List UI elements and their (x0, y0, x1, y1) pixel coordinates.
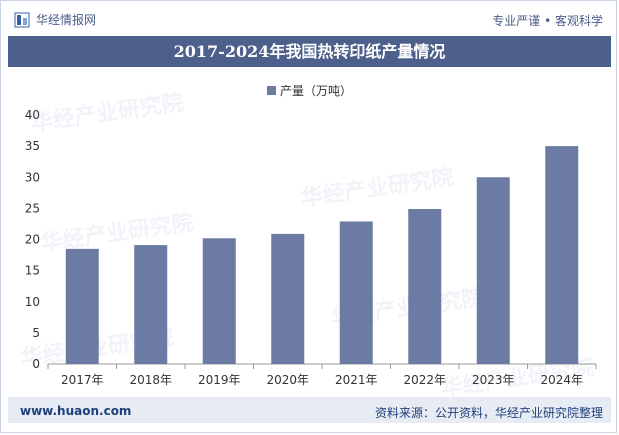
bar-2018年 (134, 245, 168, 364)
bar-2021年 (339, 221, 373, 364)
legend-label: 产量（万吨） (279, 84, 352, 98)
brand-name: 华经情报网 (36, 13, 97, 27)
y-tick-label: 10 (25, 295, 40, 309)
y-tick-label: 0 (32, 357, 40, 371)
x-tick-label: 2023年 (472, 373, 515, 387)
y-tick-label: 40 (25, 108, 40, 122)
x-tick-label: 2019年 (198, 373, 241, 387)
brand: 华经情报网 (14, 11, 96, 28)
legend[interactable]: 产量（万吨） (0, 82, 619, 99)
y-tick-label: 5 (32, 326, 40, 340)
y-tick-label: 30 (25, 170, 40, 184)
bar-2022年 (408, 208, 442, 364)
bar-2024年 (545, 146, 579, 364)
tagline: 专业严谨 • 客观科学 (492, 14, 603, 28)
bar-2017年 (65, 248, 99, 364)
y-tick-label: 25 (25, 201, 40, 215)
y-tick-label: 20 (25, 233, 40, 247)
x-tick-label: 2022年 (403, 373, 446, 387)
footer-url[interactable]: www.huaon.com (20, 404, 132, 418)
brand-logo-icon (14, 12, 30, 27)
y-tick-label: 15 (25, 264, 40, 278)
x-tick-label: 2024年 (540, 373, 583, 387)
footer-bar (8, 397, 611, 423)
bar-2020年 (271, 233, 305, 364)
legend-swatch (266, 86, 276, 95)
bar-2019年 (202, 238, 236, 364)
x-tick-label: 2020年 (266, 373, 309, 387)
bar-2023年 (476, 177, 510, 364)
y-tick-label: 35 (25, 139, 40, 153)
x-tick-label: 2018年 (129, 373, 172, 387)
footer-source: 资料来源：公开资料，华经产业研究院整理 (374, 406, 603, 420)
x-tick-label: 2021年 (335, 373, 378, 387)
x-tick-label: 2017年 (61, 373, 104, 387)
chart-title: 2017-2024年我国热转印纸产量情况 (8, 36, 611, 67)
